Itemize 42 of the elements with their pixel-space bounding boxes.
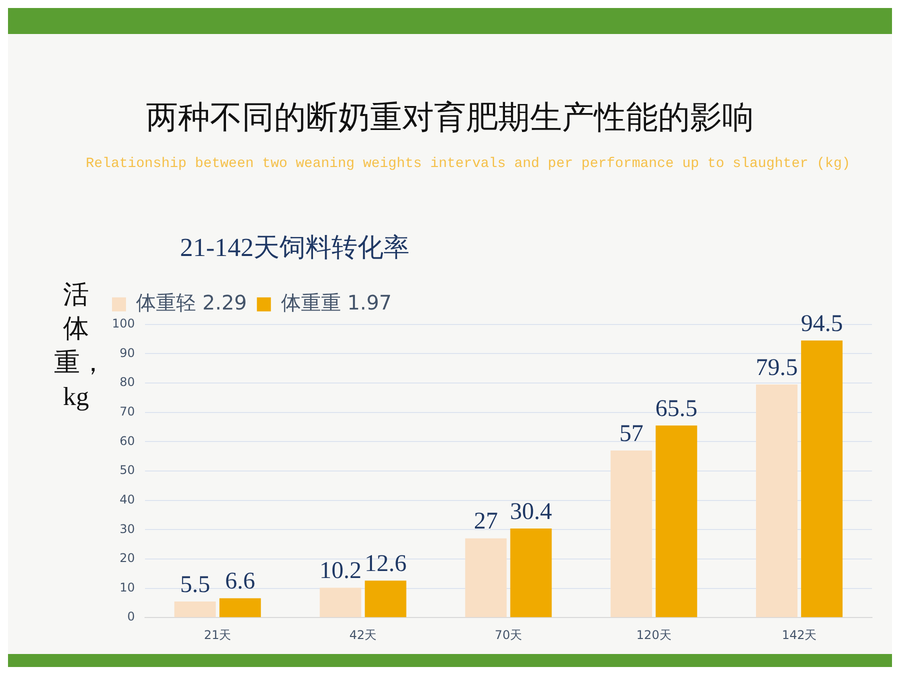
y-tick-label: 0 [127,610,135,624]
x-tick-label: 21天 [204,628,232,642]
data-label: 12.6 [364,550,407,577]
bar [219,598,261,618]
bar [465,538,507,618]
y-tick-label: 90 [120,346,135,360]
y-tick-label: 50 [120,463,135,478]
y-tick-label: 10 [120,580,135,594]
bar [510,528,552,618]
bar [174,601,216,618]
x-tick-label: 70天 [494,628,522,642]
x-tick-label: 120天 [636,628,672,642]
chart-subtitle: Relationship between two weaning weights intervals and per performance up to slaughter (kg) [84,155,852,174]
bar [610,450,652,618]
data-label: 27 [474,508,498,535]
y-axis-title: 活体重，kg [54,279,106,413]
bar [656,426,698,618]
y-tick-label: 40 [120,492,135,506]
x-tick-label: 142天 [782,628,817,642]
bar [320,588,362,618]
y-tick-label: 70 [120,404,135,418]
legend-label: 体重重 1.97 [280,290,392,315]
y-tick-label: 60 [120,434,135,448]
legend-title: 21-142天饲料转化率 [180,232,410,264]
data-label: 10.2 [319,558,362,584]
data-label: 6.6 [225,568,256,595]
y-tick-label: 30 [120,522,135,536]
data-label: 30.4 [510,498,552,525]
y-tick-label: 100 [112,316,135,331]
chart-title: 两种不同的断奶重对育肥期生产性能的影响 [145,98,755,137]
data-label: 94.5 [800,310,843,337]
data-label: 5.5 [180,572,210,598]
data-label: 57 [619,420,644,447]
bar [756,384,798,618]
x-tick-label: 42天 [349,628,377,642]
y-tick-label: 80 [120,375,135,390]
data-label: 65.5 [655,396,698,422]
bar [801,340,843,618]
data-label: 79.5 [756,354,798,381]
legend-label: 体重轻 2.29 [136,290,247,315]
y-tick-label: 20 [120,551,135,566]
bar [364,580,406,618]
